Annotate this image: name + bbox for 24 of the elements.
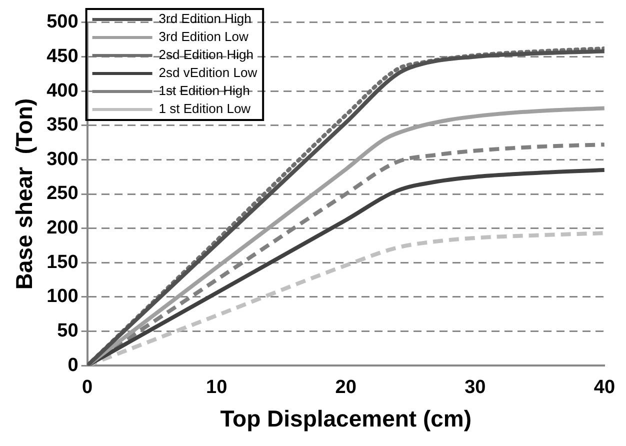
y-tick-label: 400: [46, 80, 78, 102]
x-tick-label: 30: [464, 377, 486, 398]
y-tick-label: 300: [46, 148, 78, 170]
y-axis-title: Base shear (Ton): [11, 98, 38, 290]
y-tick-label: 150: [46, 252, 78, 273]
y-tick-label: 0: [68, 354, 78, 376]
legend-label: 3rd Edition High: [158, 11, 252, 26]
y-tick-label: 500: [46, 12, 78, 33]
y-tick-label: 50: [57, 320, 78, 342]
y-tick-label: 200: [46, 218, 78, 239]
legend-label: 2sd Edition High: [158, 47, 254, 62]
y-tick-label: 100: [46, 286, 78, 308]
y-tick-label: 350: [46, 114, 78, 136]
legend-label: 1st Edition High: [158, 83, 250, 98]
legend-label: 2sd vEdition Low: [158, 65, 258, 80]
y-tick-label: 450: [46, 46, 78, 67]
x-tick-label: 40: [594, 377, 616, 398]
x-axis-title: Top Displacement (cm): [220, 406, 472, 432]
x-tick-label: 20: [335, 377, 356, 398]
x-tick-label: 10: [206, 377, 228, 398]
legend-label: 3rd Edition Low: [158, 29, 250, 44]
legend-label: 1 st Edition Low: [158, 101, 252, 116]
y-tick-label: 250: [46, 183, 78, 204]
x-tick-label: 0: [82, 377, 93, 398]
